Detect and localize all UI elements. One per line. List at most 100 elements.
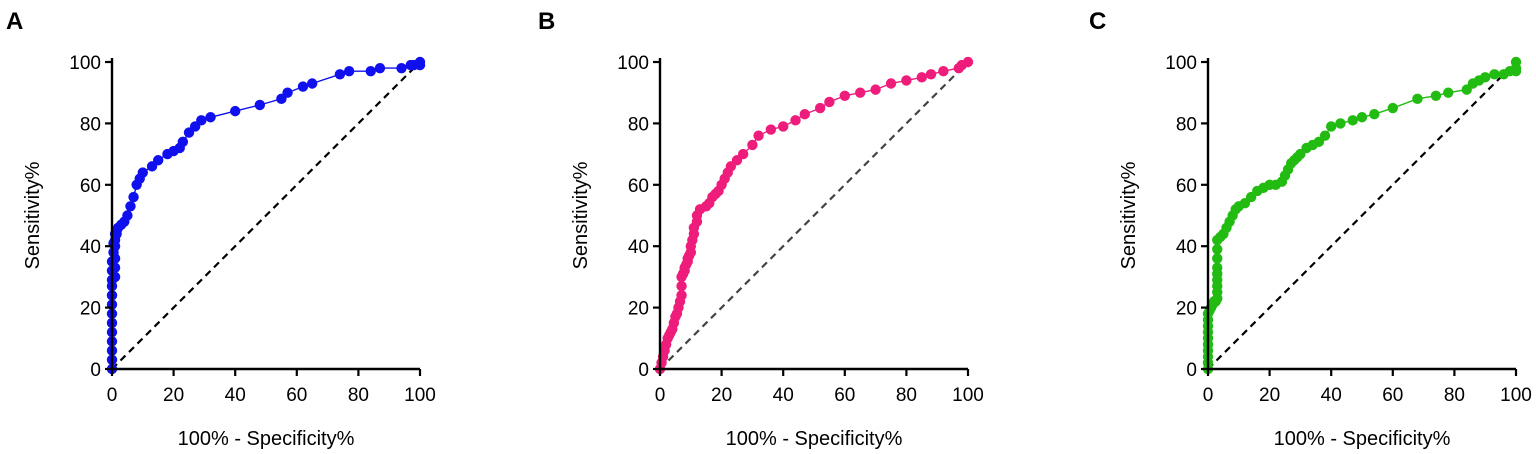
chart-b-x-tick-label: 80 [896,385,917,406]
chart-a-data-point [196,115,207,126]
chart-a-data-point [153,155,164,166]
chart-b-y-tick-label: 80 [628,114,649,135]
panel-label-c: C [1089,8,1107,35]
chart-b-data-point [901,75,912,86]
chart-c-data-point [1212,253,1223,264]
chart-b-data-point [885,78,897,89]
chart-a-data-point [334,69,346,80]
chart-c-data-point [1319,130,1331,141]
panel-label-b: B [538,8,556,35]
chart-a-x-tick-label: 0 [107,385,118,406]
chart-c-x-tick-label: 0 [1203,385,1214,406]
chart-c-y-axis-title: Sensitivity% [1118,161,1140,269]
chart-c-data-point [1443,87,1454,98]
chart-a-x-axis-title: 100% - Specificity% [178,428,355,450]
chart-c-data-point [1412,93,1423,105]
chart-a-data-point [230,105,241,117]
chart-c-data-point [1326,121,1337,132]
chart-b-y-tick-label: 100 [617,53,649,74]
chart-c-data-point [1430,90,1442,101]
roc-chart-c-svg: 0 20 40 60 80 100 0 20 40 60 80 100 100% - Specifici… [1118,53,1532,450]
chart-a-x-tick-label: 20 [163,385,184,406]
chart-a-reference-line [111,61,421,370]
chart-c-y-tick-label: 100 [1165,53,1197,74]
chart-c-x-tick-label: 20 [1259,385,1280,406]
chart-a-data-point [297,81,309,92]
chart-c-data-point [1212,262,1223,273]
chart-b-data-point [824,96,835,108]
chart-b-x-axis-title: 100% - Specificity% [726,428,903,450]
chart-b-y-axis-title: Sensitivity% [570,161,592,269]
chart-b-data-point [747,139,758,151]
chart-a-x-tick-label: 80 [348,385,369,406]
chart-b-x-tick-label: 20 [711,385,732,406]
chart-a-y-tick-label: 60 [80,176,101,197]
chart-b-y-tick-label: 40 [628,237,649,258]
panel-label-a: A [6,8,24,35]
chart-c-data-point [1335,118,1346,129]
chart-b-data-point [925,69,937,80]
chart-c-y-tick-label: 20 [1176,299,1197,320]
chart-b-x-tick-label: 40 [773,385,794,406]
chart-a-data-point [343,66,355,77]
chart-b-data-point [855,87,866,98]
chart-c-data-point [1356,112,1368,123]
chart-b-data-point [839,90,850,101]
chart-b-y-tick-label: 60 [628,176,649,197]
chart-b-x-tick-label: 100 [952,385,984,406]
chart-a-data-point [128,191,139,203]
chart-b-data-point [938,66,949,77]
chart-b-data-point [676,280,687,292]
chart-c-x-tick-label: 60 [1382,385,1403,406]
roc-chart-a-svg: 0 20 40 60 80 100 0 20 40 60 80 100 100% - Specifici… [22,53,436,450]
chart-c-reference-line [1207,61,1517,370]
chart-a-data-point [282,87,293,98]
chart-c-y-tick-label: 80 [1176,114,1197,135]
chart-c-y-tick-label: 0 [1186,360,1197,381]
chart-b-data-point [778,121,789,132]
chart-c-x-tick-label: 40 [1321,385,1342,406]
chart-b-data-point [870,84,881,95]
chart-a-data-point [365,66,376,77]
roc-chart-c: 0 20 40 60 80 100 0 20 40 60 80 100 100% - Specifici… [1096,0,1536,454]
chart-c-x-tick-label: 100 [1500,385,1532,406]
chart-a-data-point [137,167,148,178]
roc-chart-b-svg: 0 20 40 60 80 100 0 20 40 60 80 100 100% - Specifici… [570,53,984,450]
chart-c-data-point [1489,69,1500,80]
chart-b-data-point [916,72,927,83]
chart-a-data-point [307,78,318,89]
chart-c-data-point [1347,115,1358,126]
chart-a-data-point [254,99,266,111]
chart-c-x-axis-title: 100% - Specificity% [1274,428,1451,450]
chart-a-data-point [414,56,426,68]
chart-a-y-tick-label: 0 [90,360,101,381]
chart-b-data-point [753,130,764,141]
chart-b-y-tick-label: 20 [628,299,649,320]
chart-a-data-point [122,210,133,221]
chart-a-y-tick-label: 100 [69,53,101,74]
chart-a-data-point [396,62,407,74]
chart-a-data-point [177,136,189,148]
roc-chart-b: 0 20 40 60 80 100 0 20 40 60 80 100 100% - Specifici… [548,0,988,454]
chart-a-y-axis-title: Sensitivity% [22,161,44,269]
chart-b-data-point [737,148,749,160]
chart-b-y-tick-label: 0 [638,360,649,381]
chart-a-data-point [374,62,386,74]
chart-b-data-point [790,115,801,126]
chart-a-x-tick-label: 40 [225,385,246,406]
chart-c-data-point [1480,72,1491,83]
chart-a-y-tick-label: 80 [80,114,101,135]
chart-b-x-tick-label: 60 [834,385,855,406]
chart-a-x-tick-label: 60 [286,385,307,406]
chart-a-data-point [205,112,216,123]
chart-a-y-tick-label: 20 [80,299,101,320]
chart-b-data-point [814,102,826,114]
chart-c-data-point [1510,56,1522,68]
chart-a-data-point [125,201,136,212]
chart-a-y-tick-label: 40 [80,237,101,258]
chart-c-data-point [1212,244,1223,255]
chart-c-data-point [1369,108,1380,120]
roc-chart-a: 0 20 40 60 80 100 0 20 40 60 80 100 100% - Specifici… [0,0,440,454]
chart-c-data-point [1387,102,1398,114]
chart-b-data-point [799,108,810,120]
